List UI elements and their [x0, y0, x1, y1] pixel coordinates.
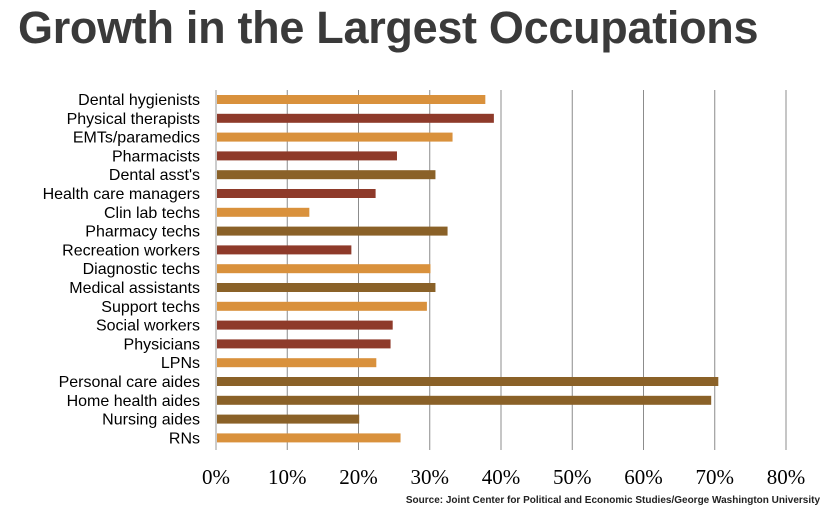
category-label: Dental hygienists	[78, 92, 200, 109]
bar	[217, 226, 448, 236]
category-label: EMTs/paramedics	[73, 130, 200, 147]
bar	[217, 283, 436, 292]
category-label: Home health aides	[67, 393, 200, 410]
x-tick-label: 70%	[696, 465, 735, 489]
category-label: Pharmacists	[112, 148, 200, 165]
category-label: Pharmacy techs	[85, 224, 200, 241]
category-label: Recreation workers	[62, 242, 200, 259]
x-tick-label: 80%	[767, 465, 806, 489]
category-labels: Dental hygienists Physical therapists EMTs…	[43, 92, 200, 447]
x-tick-label: 20%	[339, 465, 378, 489]
category-label: Social workers	[96, 318, 200, 335]
bar	[217, 132, 453, 142]
bar	[217, 95, 486, 104]
x-tick-label: 50%	[553, 465, 592, 489]
x-tick-label: 30%	[411, 465, 450, 489]
bar	[217, 189, 376, 198]
bar	[217, 339, 391, 349]
x-tick-label: 40%	[482, 465, 521, 489]
bar	[217, 151, 397, 161]
chart-title: Growth in the Largest Occupations	[18, 2, 759, 53]
bar	[217, 377, 719, 386]
bar	[217, 414, 360, 424]
source-note: Source: Joint Center for Political and E…	[405, 495, 820, 506]
bar	[217, 245, 352, 255]
category-label: Medical assistants	[69, 280, 200, 297]
category-label: LPNs	[161, 355, 200, 372]
bar	[217, 320, 393, 330]
category-label: Physical therapists	[67, 111, 200, 128]
category-label: Physicians	[124, 336, 200, 353]
bar	[217, 301, 427, 311]
category-label: Dental asst's	[109, 167, 200, 184]
category-label: Support techs	[101, 299, 200, 316]
category-label: RNs	[169, 430, 200, 447]
bar	[217, 113, 494, 123]
category-label: Diagnostic techs	[83, 261, 200, 278]
x-tick-label: 10%	[268, 465, 307, 489]
bar	[217, 264, 431, 274]
bar	[217, 358, 377, 368]
bar	[217, 170, 436, 180]
bars	[217, 95, 719, 443]
bar	[217, 395, 712, 405]
category-label: Health care managers	[43, 186, 200, 203]
category-label: Nursing aides	[102, 412, 200, 429]
x-tick-label: 0%	[202, 465, 230, 489]
x-tick-label: 60%	[624, 465, 663, 489]
category-label: Clin lab techs	[104, 205, 200, 222]
category-label: Personal care aides	[59, 374, 200, 391]
bar	[217, 433, 401, 443]
bar	[217, 207, 310, 217]
x-tick-labels: 0% 10% 20% 30% 40% 50% 60% 70% 80%	[202, 465, 805, 489]
